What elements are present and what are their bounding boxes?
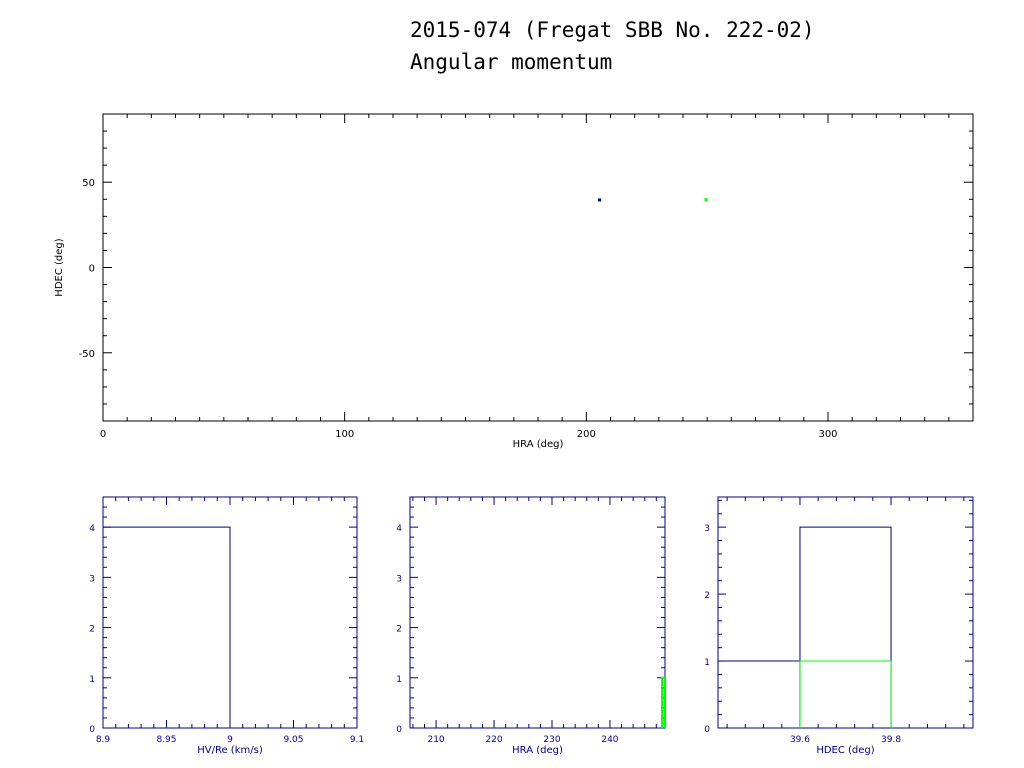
x-tick-label: 9.1 xyxy=(350,735,364,745)
x-tick-label: 240 xyxy=(601,735,618,745)
x-tick-label: 230 xyxy=(543,735,560,745)
x-tick-label: 210 xyxy=(427,735,444,745)
x-tick-label: 220 xyxy=(485,735,502,745)
scatter-plot-frame xyxy=(102,113,974,422)
data-point xyxy=(598,198,602,202)
x-tick-label: 39.6 xyxy=(790,735,810,745)
y-tick-label: 2 xyxy=(396,625,402,635)
x-tick-label: 200 xyxy=(577,429,596,440)
y-tick-label: 0 xyxy=(89,725,95,735)
x-axis-label: HRA (deg) xyxy=(513,439,564,450)
chart-subtitle: Angular momentum xyxy=(410,50,613,74)
histogram-bin xyxy=(799,526,892,728)
y-tick-label: 4 xyxy=(396,524,402,534)
title-block: 2015-074 (Fregat SBB No. 222-02) Angular… xyxy=(410,14,815,78)
y-tick-label: 3 xyxy=(89,574,95,584)
histogram-bin xyxy=(717,660,801,728)
y-tick-label: 1 xyxy=(89,675,95,685)
y-tick-label: 0 xyxy=(396,725,402,735)
y-tick-label: 3 xyxy=(396,574,402,584)
x-axis-label: HDEC (deg) xyxy=(816,745,874,756)
y-tick-label: 4 xyxy=(89,524,95,534)
y-tick-label: 50 xyxy=(82,178,95,189)
histogram-bin xyxy=(102,526,231,728)
x-tick-label: 0 xyxy=(100,429,106,440)
histogram-bin xyxy=(799,660,892,728)
x-tick-label: 100 xyxy=(335,429,354,440)
histogram-frame-3 xyxy=(717,496,974,729)
data-point xyxy=(704,198,708,202)
y-tick-label: 3 xyxy=(704,524,710,534)
y-tick-label: 2 xyxy=(704,591,710,601)
y-tick-label: 1 xyxy=(704,658,710,668)
y-axis-label: HDEC (deg) xyxy=(54,238,65,296)
x-tick-label: 300 xyxy=(818,429,837,440)
y-tick-label: 0 xyxy=(89,264,95,275)
y-tick-label: -50 xyxy=(79,349,95,360)
y-tick-label: 0 xyxy=(704,725,710,735)
x-tick-label: 39.8 xyxy=(881,735,901,745)
x-tick-label: 8.95 xyxy=(156,735,176,745)
y-tick-label: 2 xyxy=(89,625,95,635)
x-tick-label: 9 xyxy=(227,735,233,745)
x-axis-label: HV/Re (km/s) xyxy=(197,745,263,756)
x-axis-label: HRA (deg) xyxy=(512,745,563,756)
histogram-frame-2 xyxy=(409,496,666,729)
x-tick-label: 9.05 xyxy=(283,735,303,745)
x-tick-label: 8.9 xyxy=(96,735,111,745)
chart-title: 2015-074 (Fregat SBB No. 222-02) xyxy=(410,18,815,42)
y-tick-label: 1 xyxy=(396,675,402,685)
histogram-bin xyxy=(661,676,666,728)
